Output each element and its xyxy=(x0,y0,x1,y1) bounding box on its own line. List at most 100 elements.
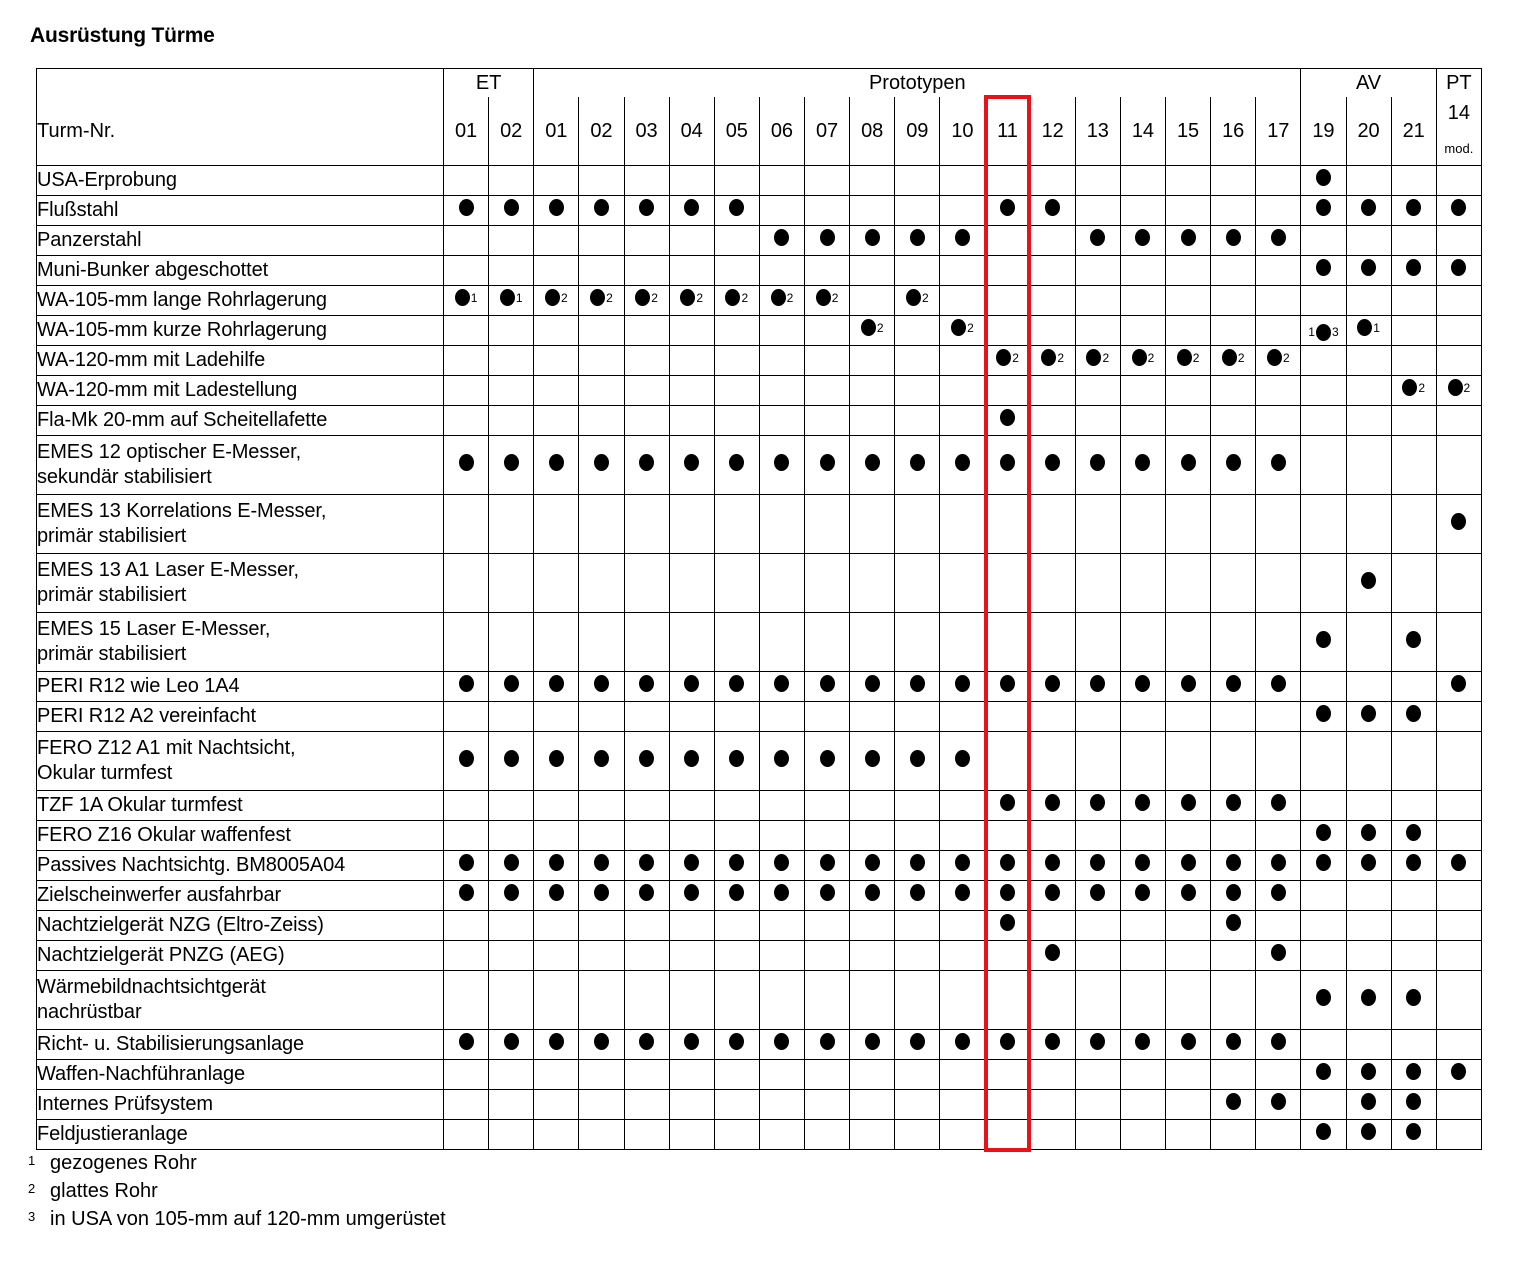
cell-et02[interactable] xyxy=(488,790,535,821)
cell-p15[interactable] xyxy=(1164,1119,1212,1150)
cell-p10[interactable] xyxy=(939,285,986,316)
cell-av20[interactable] xyxy=(1345,1119,1392,1150)
cell-p07[interactable] xyxy=(803,910,851,941)
cell-p08[interactable] xyxy=(849,225,896,256)
cell-p05[interactable] xyxy=(713,970,760,1030)
cell-p15[interactable] xyxy=(1164,315,1212,346)
cell-p02[interactable] xyxy=(578,850,625,881)
cell-av19[interactable] xyxy=(1300,940,1347,971)
cell-p08[interactable] xyxy=(849,612,896,672)
cell-av20[interactable] xyxy=(1345,553,1392,613)
cell-p03[interactable] xyxy=(623,375,670,406)
cell-p13[interactable] xyxy=(1074,165,1121,196)
cell-pt14[interactable] xyxy=(1435,195,1483,226)
cell-p11[interactable] xyxy=(984,225,1031,256)
cell-p04[interactable] xyxy=(668,790,715,821)
cell-av20[interactable]: 1 xyxy=(1345,315,1392,346)
cell-p01[interactable] xyxy=(533,940,580,971)
cell-p12[interactable] xyxy=(1029,880,1076,911)
cell-p07[interactable]: 2 xyxy=(803,285,851,316)
cell-p13[interactable] xyxy=(1074,375,1121,406)
cell-p10[interactable] xyxy=(939,345,986,376)
cell-p06[interactable] xyxy=(758,375,806,406)
cell-p01[interactable] xyxy=(533,435,580,495)
cell-p17[interactable] xyxy=(1255,225,1302,256)
cell-p14[interactable] xyxy=(1119,165,1167,196)
cell-p02[interactable]: 2 xyxy=(578,285,625,316)
cell-p07[interactable] xyxy=(803,345,851,376)
cell-p06[interactable] xyxy=(758,880,806,911)
cell-p03[interactable] xyxy=(623,880,670,911)
cell-p14[interactable] xyxy=(1119,701,1167,732)
cell-p17[interactable] xyxy=(1255,1029,1302,1060)
cell-p16[interactable] xyxy=(1210,1059,1257,1090)
cell-p15[interactable] xyxy=(1164,553,1212,613)
cell-p06[interactable] xyxy=(758,345,806,376)
cell-p17[interactable] xyxy=(1255,671,1302,702)
cell-p13[interactable] xyxy=(1074,1119,1121,1150)
cell-p04[interactable] xyxy=(668,701,715,732)
cell-p09[interactable] xyxy=(894,405,941,436)
cell-p03[interactable] xyxy=(623,1059,670,1090)
cell-av19[interactable] xyxy=(1300,435,1347,495)
cell-p13[interactable] xyxy=(1074,1029,1121,1060)
cell-p02[interactable] xyxy=(578,405,625,436)
cell-et01[interactable] xyxy=(442,850,490,881)
cell-p05[interactable] xyxy=(713,405,760,436)
cell-p13[interactable] xyxy=(1074,910,1121,941)
cell-p06[interactable] xyxy=(758,165,806,196)
cell-p11[interactable] xyxy=(984,1089,1031,1120)
cell-av20[interactable] xyxy=(1345,435,1392,495)
cell-pt14[interactable] xyxy=(1435,405,1483,436)
cell-p13[interactable] xyxy=(1074,315,1121,346)
cell-p05[interactable] xyxy=(713,315,760,346)
cell-pt14[interactable] xyxy=(1435,671,1483,702)
cell-p10[interactable] xyxy=(939,1089,986,1120)
cell-av20[interactable] xyxy=(1345,850,1392,881)
cell-p05[interactable] xyxy=(713,165,760,196)
cell-av21[interactable] xyxy=(1390,880,1437,911)
cell-av20[interactable] xyxy=(1345,790,1392,821)
cell-p16[interactable] xyxy=(1210,880,1257,911)
cell-av20[interactable] xyxy=(1345,195,1392,226)
cell-p02[interactable] xyxy=(578,315,625,346)
cell-p02[interactable] xyxy=(578,970,625,1030)
cell-et01[interactable] xyxy=(442,255,490,286)
cell-p14[interactable]: 2 xyxy=(1119,345,1167,376)
cell-p16[interactable] xyxy=(1210,255,1257,286)
cell-pt14[interactable] xyxy=(1435,165,1483,196)
cell-p07[interactable] xyxy=(803,165,851,196)
cell-p14[interactable] xyxy=(1119,970,1167,1030)
cell-et02[interactable] xyxy=(488,225,535,256)
cell-p01[interactable] xyxy=(533,255,580,286)
cell-pt14[interactable] xyxy=(1435,1029,1483,1060)
cell-p09[interactable] xyxy=(894,345,941,376)
cell-p01[interactable] xyxy=(533,701,580,732)
cell-p14[interactable] xyxy=(1119,790,1167,821)
cell-p14[interactable] xyxy=(1119,1029,1167,1060)
cell-p07[interactable] xyxy=(803,820,851,851)
cell-p06[interactable] xyxy=(758,1119,806,1150)
cell-p07[interactable] xyxy=(803,405,851,436)
cell-p10[interactable] xyxy=(939,910,986,941)
cell-av20[interactable] xyxy=(1345,940,1392,971)
header-col-p16[interactable]: 16 xyxy=(1210,97,1257,166)
cell-p08[interactable] xyxy=(849,970,896,1030)
cell-p07[interactable] xyxy=(803,880,851,911)
cell-p17[interactable] xyxy=(1255,494,1302,554)
cell-p13[interactable] xyxy=(1074,285,1121,316)
cell-av19[interactable] xyxy=(1300,405,1347,436)
cell-av21[interactable] xyxy=(1390,345,1437,376)
cell-p08[interactable] xyxy=(849,671,896,702)
cell-p13[interactable] xyxy=(1074,850,1121,881)
cell-p11[interactable] xyxy=(984,701,1031,732)
header-col-p09[interactable]: 09 xyxy=(894,97,941,166)
cell-p07[interactable] xyxy=(803,731,851,791)
cell-p02[interactable] xyxy=(578,435,625,495)
cell-p06[interactable] xyxy=(758,970,806,1030)
cell-p17[interactable] xyxy=(1255,850,1302,881)
header-col-p02[interactable]: 02 xyxy=(578,97,625,166)
cell-p01[interactable] xyxy=(533,910,580,941)
cell-p03[interactable] xyxy=(623,850,670,881)
cell-p05[interactable] xyxy=(713,1119,760,1150)
